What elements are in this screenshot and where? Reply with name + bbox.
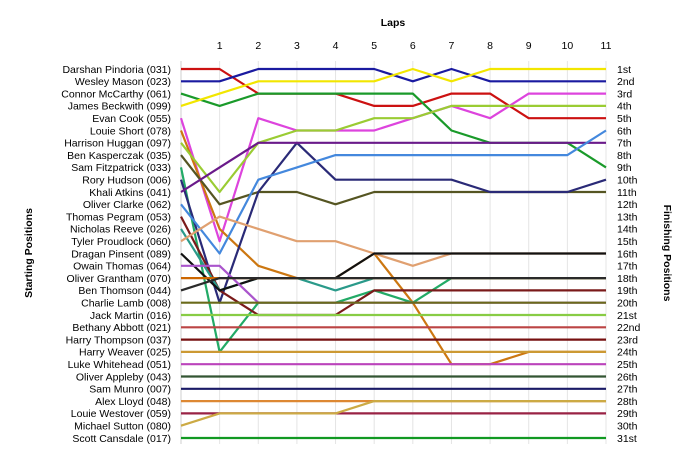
starting-position-label: James Beckwith (099) [68,101,171,113]
finishing-position-label: 6th [617,125,632,137]
starting-position-label: Khali Atkins (041) [89,187,171,199]
finishing-position-label: 17th [617,261,638,273]
x-tick-label: 2 [255,40,261,52]
x-tick-label: 4 [333,40,339,52]
x-tick-label: 5 [371,40,377,52]
starting-position-label: Ben Thomson (044) [78,285,171,297]
finishing-position-label: 11th [617,187,637,199]
x-tick-label: 3 [294,40,300,52]
starting-position-label: Oliver Appleby (043) [76,371,171,383]
starting-position-label: Bethany Abbott (021) [72,322,171,334]
starting-position-labels: Darshan Pindoria (031)Wesley Mason (023)… [61,64,171,445]
starting-position-label: Louie Westover (059) [71,408,171,420]
starting-position-label: Ben Kasperczak (035) [67,150,171,162]
starting-position-label: Darshan Pindoria (031) [62,64,171,76]
starting-position-label: Harrison Huggan (097) [64,138,171,150]
series-line [180,141,606,193]
starting-position-label: Nicholas Reeve (026) [70,224,171,236]
series-line [180,400,606,427]
starting-position-label: Scott Cansdale (017) [72,433,171,445]
starting-position-label: Luke Whitehead (051) [68,359,171,371]
finishing-position-label: 2nd [617,76,635,88]
finishing-position-label: 20th [617,298,638,310]
starting-position-label: Sam Fitzpatrick (033) [71,162,171,174]
finishing-position-label: 10th [617,175,638,187]
finishing-position-label: 12th [617,199,638,211]
finishing-position-label: 24th [617,347,638,359]
x-tick-label: 1 [217,40,223,52]
finishing-position-label: 14th [617,224,638,236]
starting-position-label: Evan Cook (055) [92,113,171,125]
finishing-position-label: 25th [617,359,638,371]
starting-position-label: Dragan Pinsent (089) [71,248,171,260]
finishing-position-label: 21st [617,310,637,322]
finishing-position-label: 13th [617,211,638,223]
finishing-position-label: 29th [617,408,638,420]
series-line [180,104,606,194]
starting-position-label: Harry Thompson (037) [66,334,171,346]
starting-position-label: Rory Hudson (006) [82,175,171,187]
series-line [181,67,606,120]
x-tick-label: 8 [487,40,493,52]
x-tick-labels: 1 2 3 4 5 6 7 8 9 10 11 [217,40,612,52]
finishing-position-label: 22nd [617,322,641,334]
finishing-position-label: 15th [617,236,638,248]
starting-position-label: Louie Short (078) [90,125,171,137]
finishing-position-label: 28th [617,396,638,408]
finishing-position-label: 30th [617,421,638,433]
x-tick-label: 7 [449,40,455,52]
starting-position-label: Thomas Pegram (053) [66,211,171,223]
starting-position-label: Michael Sutton (080) [74,421,171,433]
x-axis-title: Laps [381,17,406,29]
finishing-position-label: 5th [617,113,632,125]
finishing-position-label: 27th [617,384,638,396]
finishing-position-label: 19th [617,285,638,297]
starting-position-label: Wesley Mason (023) [75,76,171,88]
series-line [180,277,606,292]
starting-position-label: Tyler Proudlock (060) [71,236,171,248]
starting-position-label: Harry Weaver (025) [79,347,171,359]
finishing-position-label: 3rd [617,88,632,100]
x-tick-label: 10 [562,40,574,52]
starting-position-label: Oliver Grantham (070) [67,273,171,285]
finishing-position-label: 8th [617,150,632,162]
finishing-position-label: 23rd [617,334,638,346]
series-line [180,129,607,255]
series-line [180,67,606,107]
starting-position-label: Alex Lloyd (048) [95,396,171,408]
series-line [179,92,606,243]
starting-position-label: Connor McCarthy (061) [61,88,171,100]
starting-position-label: Oliver Clarke (062) [83,199,171,211]
finishing-position-label: 1st [617,64,631,76]
finishing-position-label: 16th [617,248,638,260]
series-lines [179,67,607,440]
series-line [180,252,606,292]
starting-position-label: Sam Munro (007) [89,384,171,396]
x-tick-label: 9 [526,40,532,52]
finishing-position-label: 31st [617,433,637,445]
finishing-position-labels: 1st2nd3rd4th5th6th7th8th9th10th11th12th1… [617,64,641,445]
x-tick-label: 11 [601,40,612,52]
finishing-position-label: 9th [617,162,632,174]
y-axis-left-title: Starting Positions [23,208,35,298]
x-tick-label: 6 [410,40,416,52]
finishing-position-label: 7th [617,138,632,150]
y-axis-right-title: Finishing Positions [661,205,673,302]
starting-position-label: Charlie Lamb (008) [81,298,171,310]
finishing-position-label: 18th [617,273,638,285]
series-line [179,141,607,304]
starting-position-label: Jack Martin (016) [90,310,171,322]
finishing-position-label: 26th [617,371,638,383]
finishing-position-label: 4th [617,101,632,113]
series-line [180,216,606,317]
starting-position-label: Owain Thomas (064) [73,261,171,273]
